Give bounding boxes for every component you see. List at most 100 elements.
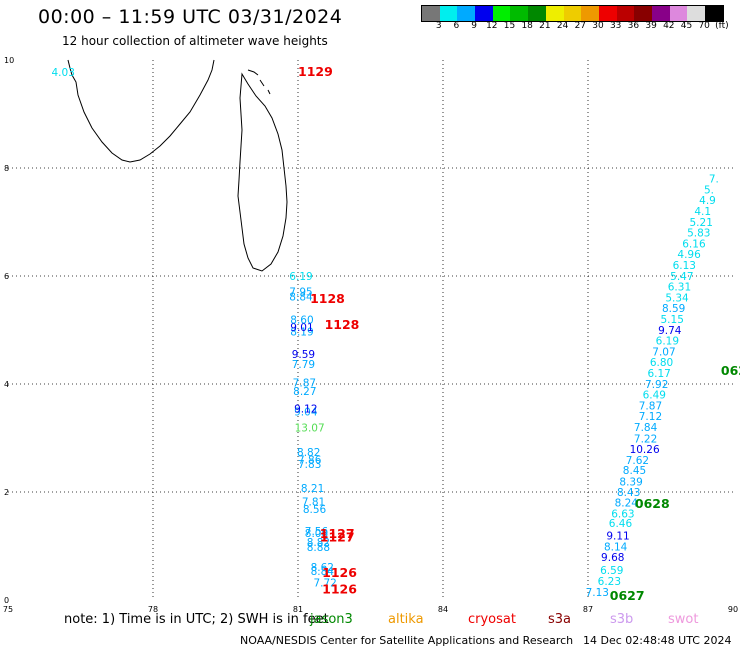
wave-height-label: 6.46: [609, 518, 633, 530]
wave-height-label: 8.88: [307, 542, 330, 554]
wave-height-label: 6.31: [668, 282, 691, 294]
legend-swatch: [563, 6, 582, 21]
wave-height-label: 9.12: [294, 404, 317, 416]
y-tick-label: 2: [4, 488, 9, 497]
wave-height-label: 6.16: [682, 238, 706, 250]
track-east-track: 7.136.236.599.688.149.116.466.638.248.43…: [586, 174, 719, 600]
graticule-grid: [8, 60, 733, 600]
x-tick-label: 90: [728, 605, 738, 614]
track-jason3-west: 7.728.848.628.888.828.087.568.567.818.21…: [52, 67, 337, 589]
wave-height-label: 7.95: [289, 286, 312, 298]
legend-swatch: [581, 6, 599, 21]
legend-label: 27: [574, 21, 587, 31]
wave-height-label: 4.96: [677, 249, 701, 261]
wave-height-label: 9.11: [606, 531, 629, 543]
pass-time-label: 0628: [635, 496, 670, 511]
pass-time-label: 1126: [322, 582, 357, 597]
india-coastline: [67, 59, 215, 163]
wave-height-label: 7.72: [313, 578, 336, 590]
wave-height-label: 5.47: [670, 271, 693, 283]
wave-height-label: 8.19: [290, 326, 313, 338]
wave-height-label: 8.60: [290, 315, 313, 327]
legend-swatch: [422, 6, 440, 21]
pass-time-label: 1128: [310, 291, 345, 306]
wave-height-label: 13.07: [295, 423, 325, 435]
legend-label: 30: [592, 21, 604, 31]
legend-swatch: [598, 6, 617, 21]
y-tick-label: 10: [4, 56, 14, 65]
wave-height-label: 7.13: [586, 587, 609, 599]
map-title: 00:00 – 11:59 UTC 03/31/2024: [38, 6, 343, 28]
satellite-legend-jason3: jason3: [310, 612, 353, 627]
coastline: [67, 59, 288, 272]
wave-height-label: 7.87: [293, 378, 316, 390]
wave-height-label: 7.81: [302, 497, 325, 509]
wave-height-label: 6.13: [673, 260, 696, 272]
legend-swatch: [492, 6, 511, 21]
wave-height-label: 8.84: [289, 291, 313, 303]
wave-height-label: 7.79: [292, 359, 315, 371]
legend-swatch: [545, 6, 564, 21]
legend-swatch: [687, 6, 705, 21]
legend-label: 45: [680, 21, 693, 31]
wave-height-label: 8.62: [311, 562, 334, 574]
y-tick-label: 4: [4, 380, 9, 389]
x-tick-label: 81: [293, 605, 303, 614]
legend-label: 70: [698, 21, 710, 31]
wave-height-label: 6.19: [289, 271, 312, 283]
wave-height-label: 6.49: [643, 390, 666, 402]
legend-swatch: [616, 6, 635, 21]
pass-time-label: 1128: [325, 317, 360, 332]
legend-unit: (ft): [715, 21, 729, 31]
wave-height-label: 6.59: [600, 565, 623, 577]
y-tick-label: 6: [4, 272, 9, 281]
wave-height-label: 10.26: [630, 444, 660, 456]
x-tick-label: 78: [148, 605, 158, 614]
x-tick-label: 75: [3, 605, 13, 614]
satellite-legend-swot: swot: [668, 612, 699, 627]
x-tick-label: 84: [438, 605, 448, 614]
wave-height-label: 7.84: [634, 422, 658, 434]
x-tick-label: 87: [583, 605, 593, 614]
wave-height-label: 8.27: [293, 386, 316, 398]
wave-height-label: 8.45: [623, 465, 646, 477]
legend-label: 6: [453, 21, 460, 31]
wave-height-label: 6.19: [656, 336, 679, 348]
wave-height-label: 8.84: [311, 566, 335, 578]
wave-height-label: 8.39: [619, 477, 642, 489]
y-tick-label: 8: [4, 164, 9, 173]
legend-label: 3: [435, 21, 442, 31]
pass-time-label: 1126: [322, 565, 357, 580]
satellite-legend-altika: altika: [388, 612, 424, 627]
wave-height-label: 7.: [709, 174, 719, 186]
wave-height-label: 9.59: [292, 349, 315, 361]
wave-height-label: 8.21: [301, 483, 324, 495]
wave-height-label: 6.63: [611, 508, 634, 520]
legend-label: 42: [663, 21, 675, 31]
legend-swatch: [634, 6, 652, 21]
jaffna-islets: [247, 69, 271, 95]
legend-label: 39: [645, 21, 657, 31]
wave-height-label: 4.03: [52, 67, 75, 79]
wave-height-label: 7.56: [305, 526, 329, 538]
wave-height-label: 8.14: [604, 541, 628, 553]
legend-label: 24: [556, 21, 569, 31]
map-subtitle: 12 hour collection of altimeter wave hei…: [62, 34, 328, 48]
wave-height-label: 7.62: [626, 455, 649, 467]
pass-time-label: 0627: [610, 588, 645, 603]
wave-height-label: 7.87: [639, 400, 662, 412]
satellite-legend-s3a: s3a: [548, 612, 572, 627]
legend-label: 15: [503, 21, 516, 31]
sri-lanka-coastline: [237, 72, 288, 272]
wave-height-label: 5.15: [661, 314, 684, 326]
wave-height-label: 7.07: [652, 346, 675, 358]
legend-label: 18: [521, 21, 533, 31]
credit-line: NOAA/NESDIS Center for Satellite Applica…: [240, 634, 574, 647]
wave-height-label: 9.01: [290, 322, 313, 334]
legend-label: 9: [471, 21, 477, 31]
satellite-legend-s3b: s3b: [610, 612, 634, 627]
pass-time-label: 1129: [298, 64, 333, 79]
wave-height-label: 8.82: [307, 537, 330, 549]
pass-time-label: 0629: [721, 363, 740, 378]
